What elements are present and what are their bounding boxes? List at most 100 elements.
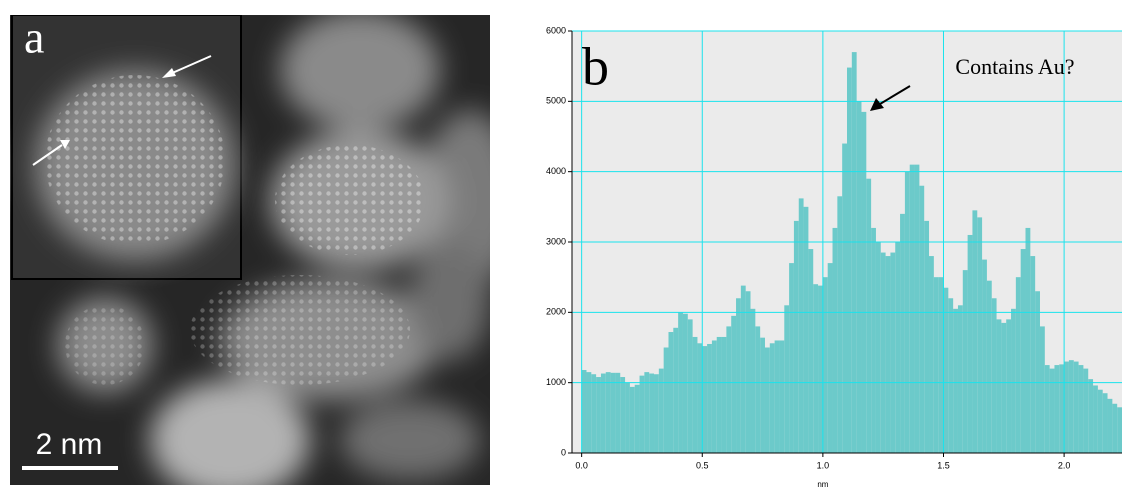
y-tick-label: 0 bbox=[561, 447, 566, 457]
bar bbox=[1064, 361, 1069, 453]
x-tick-label: 0.0 bbox=[575, 460, 588, 470]
bar bbox=[1054, 365, 1060, 453]
bar bbox=[1059, 364, 1065, 453]
bar bbox=[818, 285, 823, 453]
bar bbox=[581, 370, 587, 453]
bar bbox=[933, 277, 939, 453]
bar bbox=[851, 52, 857, 453]
bar bbox=[986, 280, 992, 453]
bar bbox=[663, 347, 669, 453]
annotation-arrow bbox=[879, 85, 911, 105]
bar bbox=[702, 346, 708, 453]
bar bbox=[774, 340, 780, 453]
bar bbox=[668, 332, 674, 453]
bar bbox=[842, 143, 847, 454]
bar bbox=[639, 375, 645, 453]
panel-label: b bbox=[582, 36, 609, 96]
bar bbox=[996, 319, 1002, 453]
bar bbox=[847, 67, 852, 453]
bar bbox=[731, 315, 737, 453]
bar bbox=[644, 372, 650, 453]
x-tick-label: 0.5 bbox=[696, 460, 709, 470]
bar bbox=[1025, 227, 1031, 453]
y-tick-label: 5000 bbox=[546, 96, 566, 106]
bar bbox=[682, 313, 688, 453]
bar bbox=[605, 372, 611, 453]
bar bbox=[711, 340, 717, 453]
bar bbox=[610, 372, 616, 453]
bar bbox=[779, 340, 785, 453]
bar bbox=[615, 372, 621, 453]
bar bbox=[953, 308, 958, 453]
bar bbox=[629, 386, 635, 453]
bar bbox=[1112, 403, 1118, 453]
bar bbox=[692, 336, 698, 453]
bar bbox=[803, 206, 809, 453]
bar bbox=[600, 373, 606, 453]
bar bbox=[900, 213, 905, 453]
bar bbox=[740, 285, 746, 453]
bar bbox=[813, 284, 819, 453]
bar bbox=[1068, 360, 1074, 453]
bar bbox=[991, 298, 997, 453]
bar bbox=[1015, 277, 1021, 453]
x-tick-label: 1.5 bbox=[937, 460, 950, 470]
bar bbox=[808, 249, 814, 453]
bar bbox=[716, 336, 722, 453]
bar bbox=[1102, 393, 1108, 453]
panel-label: a bbox=[24, 12, 44, 63]
bar bbox=[977, 217, 983, 453]
annotation: Contains Au? bbox=[955, 54, 1074, 79]
bar bbox=[832, 227, 838, 453]
bar bbox=[875, 242, 881, 453]
bar bbox=[1073, 361, 1079, 453]
bar bbox=[1049, 368, 1055, 453]
bar bbox=[861, 111, 867, 453]
bar bbox=[760, 337, 765, 453]
bar bbox=[673, 327, 679, 453]
bar bbox=[721, 336, 727, 453]
bar bbox=[967, 234, 973, 453]
bar bbox=[591, 374, 597, 453]
bar bbox=[654, 374, 659, 453]
y-tick-label: 4000 bbox=[546, 166, 566, 176]
scale-bar-label: 2 nm bbox=[36, 428, 103, 461]
bar bbox=[982, 259, 987, 453]
bar bbox=[938, 277, 944, 453]
bar bbox=[1006, 319, 1012, 453]
bar bbox=[962, 270, 968, 453]
bar bbox=[1020, 249, 1026, 453]
bar bbox=[885, 256, 891, 453]
bar bbox=[943, 287, 949, 453]
annotation-arrowhead bbox=[870, 98, 884, 111]
bar bbox=[1044, 365, 1050, 453]
bar bbox=[1030, 256, 1036, 453]
bar bbox=[871, 227, 876, 453]
bar bbox=[1093, 385, 1098, 453]
bar bbox=[909, 164, 915, 453]
bar bbox=[625, 382, 630, 453]
bar bbox=[798, 198, 804, 453]
bar bbox=[1117, 407, 1122, 453]
bar bbox=[1011, 308, 1016, 453]
bar bbox=[755, 326, 761, 453]
bar bbox=[822, 277, 828, 453]
bar bbox=[707, 343, 712, 453]
bar bbox=[914, 164, 920, 453]
micrograph bbox=[10, 15, 490, 485]
bar bbox=[948, 298, 954, 453]
bar bbox=[919, 185, 925, 453]
bar bbox=[697, 343, 703, 453]
y-tick-label: 6000 bbox=[546, 25, 566, 35]
bar bbox=[827, 263, 833, 453]
bar bbox=[745, 291, 751, 453]
x-axis-label: nm bbox=[817, 480, 828, 489]
bar bbox=[649, 373, 655, 453]
bar bbox=[1097, 389, 1103, 453]
bar bbox=[880, 252, 886, 453]
bar bbox=[726, 326, 732, 453]
bar bbox=[1035, 291, 1040, 453]
bar bbox=[837, 196, 843, 454]
bar bbox=[586, 372, 592, 453]
